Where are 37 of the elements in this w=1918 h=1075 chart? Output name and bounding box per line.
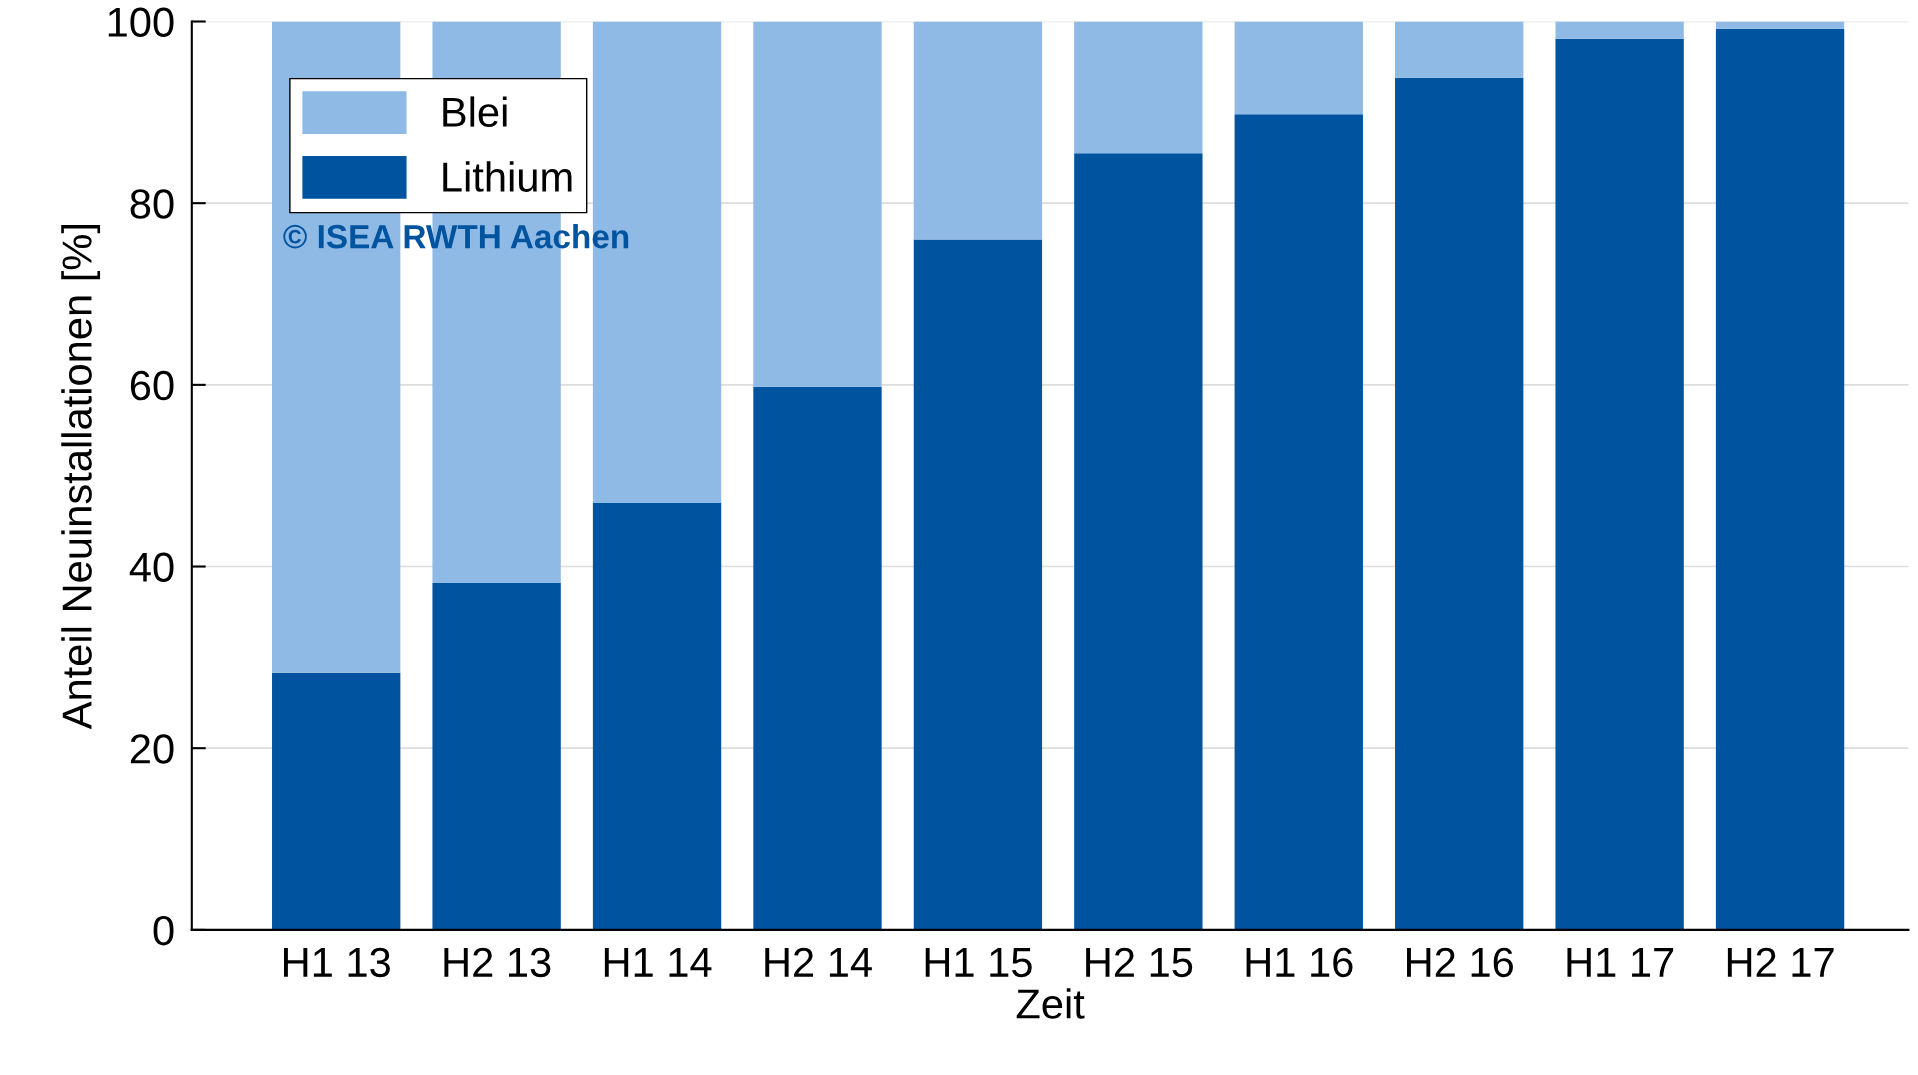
y-tick-label: 80	[130, 189, 174, 219]
x-tick-label: H2 17	[1727, 947, 1834, 977]
bar	[592, 502, 722, 930]
x-tick-label: H2 16	[1407, 947, 1513, 978]
bar	[753, 386, 882, 930]
bar	[753, 21, 882, 387]
bar	[913, 21, 1043, 240]
bar	[432, 582, 561, 930]
bar	[272, 672, 401, 930]
x-tick-label: H1 17	[1567, 948, 1674, 977]
y-tick-label: 40	[129, 552, 174, 583]
x-tick-label: H1 13	[284, 947, 390, 978]
x-tick-label: H2 14	[765, 947, 872, 977]
bar	[1234, 114, 1363, 930]
x-axis-title: Zeit	[1016, 988, 1085, 1019]
x-tick-label: H2 15	[1086, 947, 1193, 978]
bar	[1074, 153, 1203, 930]
bar	[1395, 77, 1524, 930]
bar	[1715, 28, 1845, 930]
bar	[1395, 21, 1524, 78]
bar	[1555, 21, 1684, 39]
x-tick-label: H1 15	[925, 948, 1032, 978]
legend-label: Blei	[443, 96, 507, 127]
bar	[913, 239, 1043, 930]
legend-label: Lithium	[443, 161, 572, 192]
bar	[1555, 38, 1684, 930]
bar	[1234, 21, 1363, 115]
x-tick-label: H1 14	[604, 948, 712, 977]
bar	[1715, 21, 1845, 29]
y-tick-label: 60	[130, 370, 174, 401]
y-tick-label: 20	[130, 734, 174, 764]
bar	[1074, 21, 1203, 154]
y-tick-label: 0	[153, 915, 174, 946]
y-axis-title: Anteil Neuinstallationen [%]	[61, 225, 101, 730]
x-tick-label: H1 16	[1246, 947, 1353, 978]
y-tick-label: 100	[108, 7, 174, 38]
x-tick-label: H2 13	[444, 947, 551, 978]
